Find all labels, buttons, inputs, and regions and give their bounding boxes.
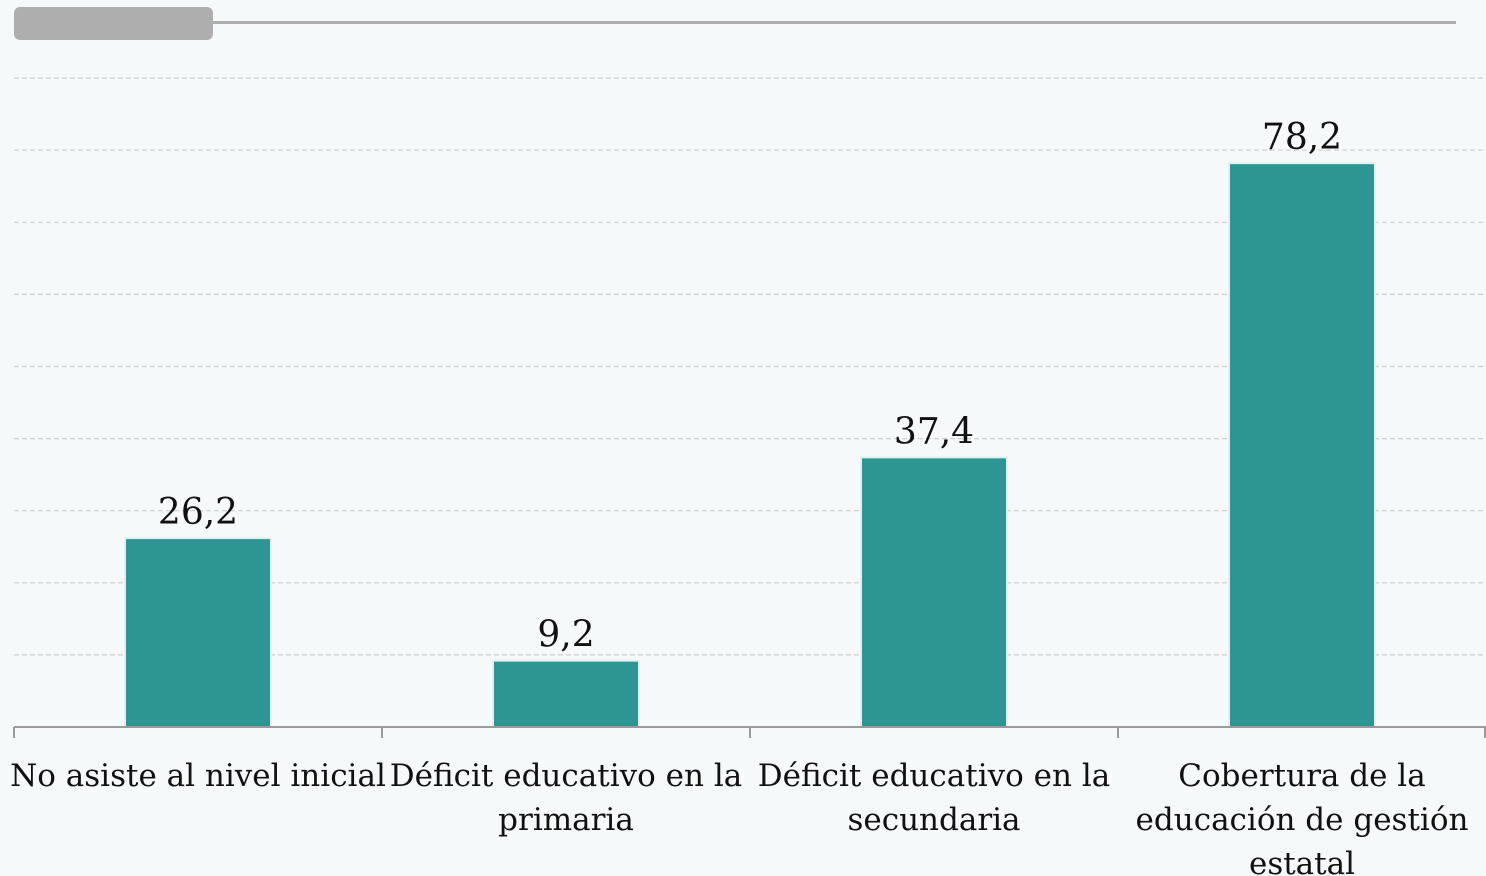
- bar-value-label: 37,4: [894, 411, 974, 452]
- category-label-line: Cobertura de la: [1178, 758, 1425, 794]
- category-label-line: Déficit educativo en la: [390, 758, 742, 794]
- category-labels: No asiste al nivel inicial Déficit educat…: [10, 758, 1468, 876]
- chart-title-bar: [14, 7, 213, 40]
- category-label-line: educación de gestión: [1136, 802, 1469, 838]
- header-rule: [213, 21, 1456, 24]
- category-label-line: No asiste al nivel inicial: [10, 758, 386, 794]
- category-label: Déficit educativo en la secundaria: [758, 758, 1110, 838]
- category-label: Déficit educativo en la primaria: [390, 758, 742, 838]
- x-axis: [13, 726, 1486, 738]
- category-label: No asiste al nivel inicial: [10, 758, 386, 794]
- bar: [1228, 162, 1376, 729]
- bars: [124, 162, 1376, 729]
- bar-value-label: 78,2: [1262, 117, 1342, 158]
- bar-value-label: 9,2: [537, 615, 594, 656]
- category-label-line: Déficit educativo en la: [758, 758, 1110, 794]
- bar: [492, 659, 640, 729]
- bar: [124, 537, 272, 729]
- category-label-line: estatal: [1249, 846, 1355, 876]
- bar: [860, 456, 1008, 728]
- bar-value-label: 26,2: [158, 492, 238, 533]
- category-label-line: primaria: [498, 802, 634, 838]
- category-label: Cobertura de la educación de gestión estat…: [1136, 758, 1469, 876]
- category-label-line: secundaria: [847, 802, 1020, 838]
- data-labels: 26,2 9,2 37,4 78,2: [158, 117, 1342, 655]
